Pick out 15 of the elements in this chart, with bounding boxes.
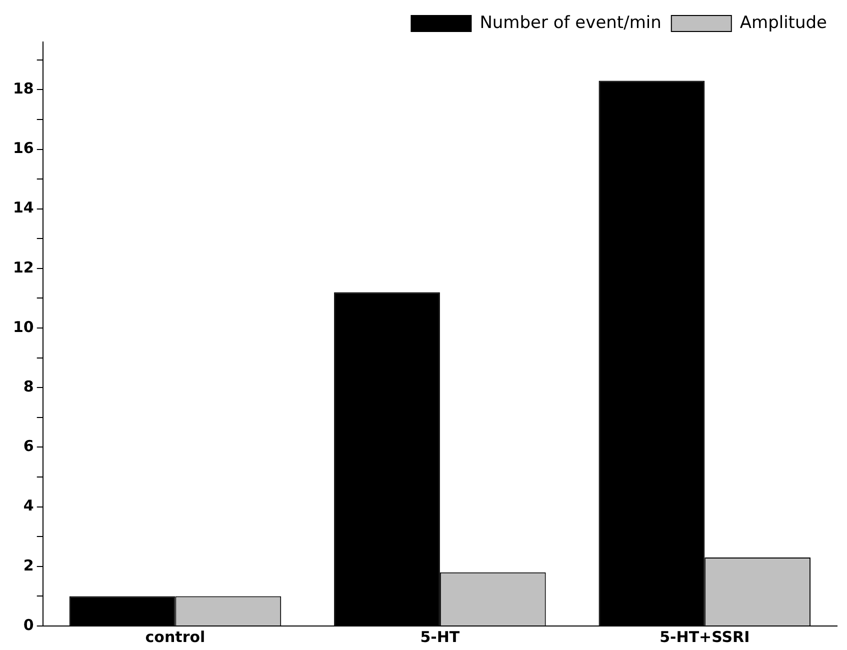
x-tick-label: 5-HT+SSRI bbox=[660, 628, 750, 646]
x-tick-label: control bbox=[145, 628, 206, 646]
y-tick-label: 14 bbox=[13, 198, 34, 217]
y-tick-label: 16 bbox=[13, 139, 34, 158]
y-tick-label: 12 bbox=[13, 258, 34, 276]
y-tick-label: 10 bbox=[13, 318, 34, 336]
y-tick-label: 6 bbox=[23, 437, 34, 456]
y-tick-label: 8 bbox=[23, 378, 34, 396]
y-tick-label: 4 bbox=[23, 496, 34, 515]
x-tick-label: 5-HT bbox=[420, 628, 460, 646]
y-tick-label: 0 bbox=[23, 616, 34, 634]
legend-label: Amplitude bbox=[740, 12, 828, 33]
legend-label: Number of event/min bbox=[480, 12, 662, 33]
y-tick-label: 18 bbox=[13, 80, 34, 98]
y-tick-label: 2 bbox=[23, 556, 34, 574]
